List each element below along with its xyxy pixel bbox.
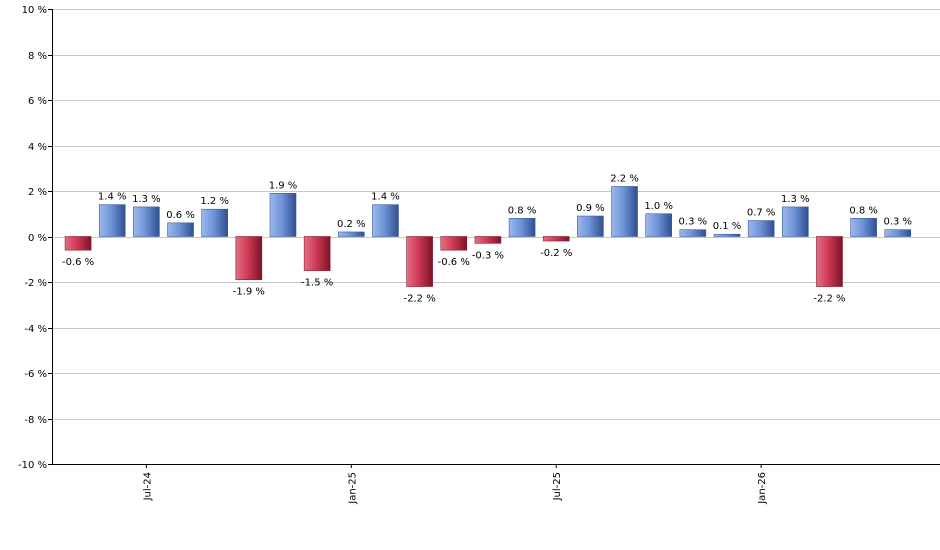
bar (611, 186, 638, 237)
data-label: 0.9 % (576, 203, 605, 214)
data-label: -0.2 % (540, 248, 572, 259)
y-tick-label: 8 % (28, 51, 47, 62)
bar (338, 231, 365, 237)
data-label: 1.0 % (644, 201, 673, 212)
y-tick-label: 4 % (28, 142, 47, 153)
bar (269, 192, 297, 237)
y-tick-label: 2 % (28, 187, 47, 198)
data-label: 0.3 % (883, 217, 912, 228)
data-label: 0.3 % (679, 217, 708, 228)
data-label: -2.2 % (404, 294, 436, 305)
bar (713, 233, 741, 237)
data-label: 1.4 % (371, 192, 400, 203)
data-label: 0.8 % (508, 205, 537, 216)
bar (201, 208, 228, 237)
data-label: 0.2 % (337, 219, 366, 230)
y-tick-label: 10 % (22, 5, 47, 16)
y-tick-label: -4 % (24, 324, 47, 335)
y-tick-label: -10 % (18, 460, 47, 471)
bar (747, 220, 775, 237)
labels: 10 % 8 % 6 % 4 % 2 % 0 % -2 % -4 % -6 % -8 % -10 %… (18, 5, 912, 505)
y-tick-label: 6 % (28, 96, 47, 107)
bar (98, 204, 126, 237)
bar (235, 236, 263, 281)
bars (64, 186, 912, 287)
x-tick-label: Jul-24 (142, 472, 153, 501)
data-label: 1.4 % (98, 192, 127, 203)
data-label: 0.8 % (849, 205, 878, 216)
data-label: 0.6 % (166, 210, 195, 221)
data-label: -0.6 % (438, 257, 470, 268)
data-label: 1.3 % (132, 194, 161, 205)
data-label: -0.3 % (472, 250, 504, 261)
data-label: -2.2 % (813, 294, 845, 305)
data-label: 1.3 % (781, 194, 810, 205)
bar (884, 229, 912, 237)
data-label: 2.2 % (610, 173, 639, 184)
bar (64, 236, 92, 251)
bar (474, 236, 502, 244)
bar (508, 218, 536, 237)
bar (816, 236, 843, 287)
axes (48, 9, 940, 468)
bar (440, 236, 468, 251)
y-tick-label: -2 % (24, 278, 47, 289)
y-tick-label: -8 % (24, 415, 47, 426)
bar (133, 206, 160, 237)
bar (167, 222, 194, 237)
data-label: -1.9 % (233, 287, 265, 298)
bar (542, 236, 570, 242)
data-label: 1.2 % (200, 196, 229, 207)
bar (850, 218, 877, 237)
data-label: 1.9 % (269, 180, 298, 191)
data-label: -1.5 % (301, 278, 333, 289)
bar (372, 204, 399, 237)
data-label: 0.7 % (747, 208, 776, 219)
y-tick-label: -6 % (24, 369, 47, 380)
x-tick-label: Jul-25 (552, 472, 563, 501)
bar (577, 215, 604, 237)
data-label: 0.1 % (713, 221, 742, 232)
bar (782, 206, 809, 237)
bar (645, 213, 672, 237)
bar (406, 236, 433, 287)
x-tick-label: Jan-25 (347, 472, 358, 505)
x-tick-label: Jan-26 (757, 472, 768, 505)
bar (679, 229, 707, 237)
y-tick-label: 0 % (28, 233, 47, 244)
bar (303, 236, 331, 271)
data-label: -0.6 % (62, 257, 94, 268)
